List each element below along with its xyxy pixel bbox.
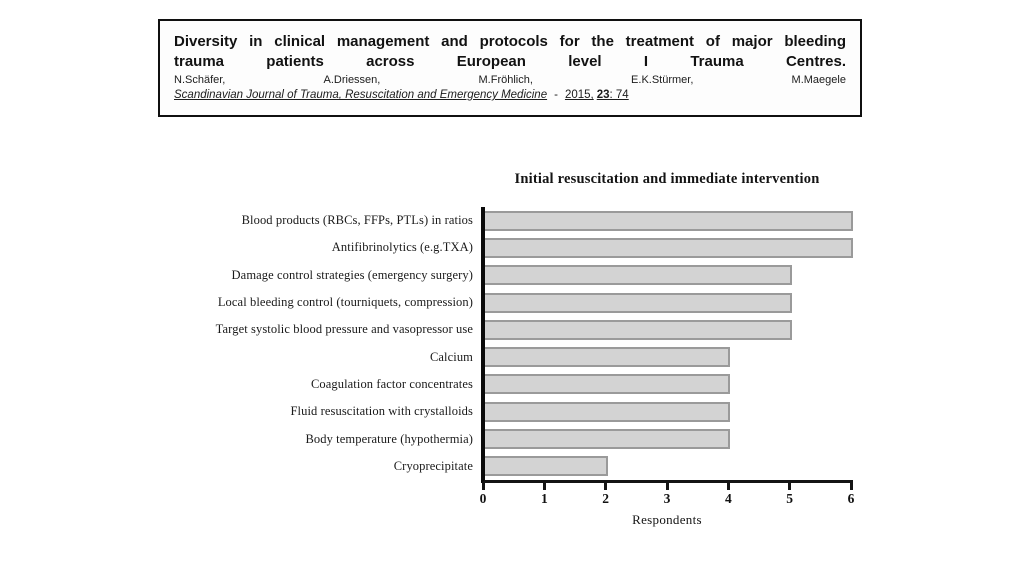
tick-mark: [665, 483, 669, 490]
author: A.Driessen,: [323, 74, 381, 86]
category-label: Cryoprecipitate: [393, 458, 473, 473]
journal-year: 2015,: [564, 89, 594, 101]
tick-mark: [849, 483, 853, 490]
journal-name: Scandinavian Journal of Trauma, Resuscit…: [174, 89, 548, 101]
bar-row: [485, 343, 853, 370]
chart-title: Initial resuscitation and immediate inte…: [514, 171, 820, 187]
journal-pages: : 74: [609, 89, 629, 101]
bar: [485, 429, 731, 450]
author: E.K.Stürmer,: [631, 74, 694, 86]
bar: [485, 210, 853, 231]
bar: [485, 401, 731, 422]
category-label: Calcium: [429, 349, 473, 364]
bar-row: [485, 453, 853, 480]
category-label: Local bleeding control (tourniquets, com…: [217, 295, 473, 310]
authors-row: N.Schäfer, A.Driessen, M.Fröhlich, E.K.S…: [174, 74, 846, 86]
author: M.Maegele: [791, 74, 846, 86]
bar: [485, 237, 853, 258]
bar-row: [485, 289, 853, 316]
author: N.Schäfer,: [174, 74, 226, 86]
tick-label: 6: [847, 491, 855, 506]
author: M.Fröhlich,: [478, 74, 533, 86]
plot-area: [481, 207, 853, 483]
category-label: Blood products (RBCs, FFPs, PTLs) in rat…: [241, 213, 473, 228]
bar-row: [485, 316, 853, 343]
tick-mark: [788, 483, 792, 490]
paper-title-line-2: trauma patients across European level I …: [174, 52, 846, 70]
bar: [485, 265, 792, 286]
tick-label: 3: [663, 491, 671, 506]
bar-row: [485, 425, 853, 452]
tick-mark: [481, 483, 485, 490]
category-label: Fluid resuscitation with crystalloids: [290, 404, 473, 419]
bar-row: [485, 371, 853, 398]
category-label: Body temperature (hypothermia): [305, 431, 473, 446]
bar-row: [485, 262, 853, 289]
journal-reference: Scandinavian Journal of Trauma, Resuscit…: [174, 89, 846, 101]
category-label: Damage control strategies (emergency sur…: [231, 267, 473, 282]
category-label: Target systolic blood pressure and vasop…: [215, 322, 473, 337]
tick-mark: [726, 483, 730, 490]
tick-label: 0: [479, 491, 487, 506]
x-axis-ticks: 0 1 2 3 4 5 6: [479, 483, 854, 515]
category-label: Coagulation factor concentrates: [310, 376, 473, 391]
paper-title-line-1: Diversity in clinical management and pro…: [174, 33, 846, 50]
citation-box: Diversity in clinical management and pro…: [158, 19, 862, 117]
bar-row: [485, 234, 853, 261]
tick-label: 5: [786, 491, 794, 506]
x-axis-label: Respondents: [632, 512, 702, 527]
category-label: Antifibrinolytics (e.g.TXA): [331, 240, 473, 255]
bar: [485, 456, 608, 477]
tick-mark: [542, 483, 546, 490]
tick-label: 1: [540, 491, 548, 506]
journal-volume: 23: [596, 89, 610, 101]
tick-label: 4: [724, 491, 732, 506]
bar: [485, 347, 731, 368]
journal-dash: -: [554, 89, 558, 101]
bar: [485, 319, 792, 340]
tick-label: 2: [602, 491, 610, 506]
bar: [485, 292, 792, 313]
category-labels: Blood products (RBCs, FFPs, PTLs) in rat…: [150, 207, 477, 480]
bar-row: [485, 207, 853, 234]
bar: [485, 374, 731, 395]
tick-mark: [604, 483, 608, 490]
bar-row: [485, 398, 853, 425]
